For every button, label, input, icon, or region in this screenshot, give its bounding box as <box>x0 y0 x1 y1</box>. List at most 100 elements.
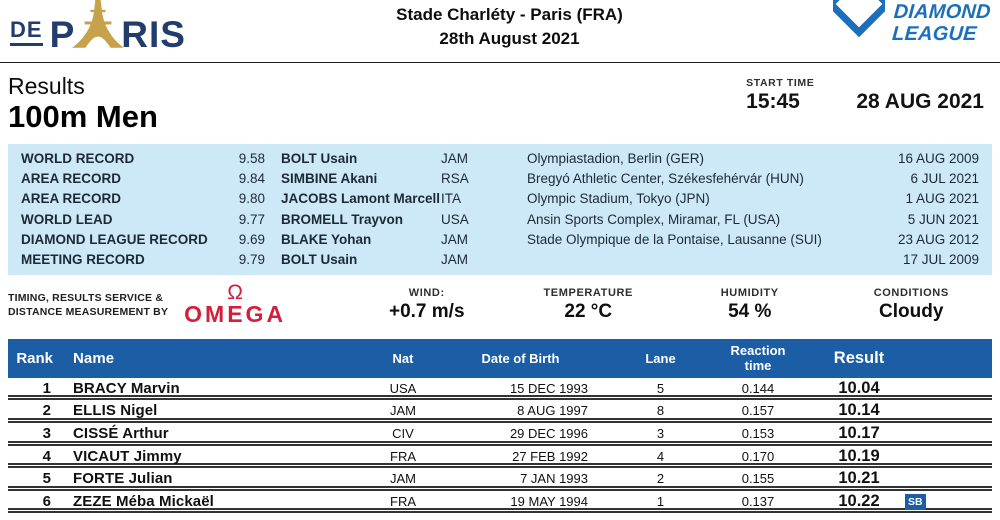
record-venue: Olympiastadion, Berlin (GER) <box>527 150 705 166</box>
athlete-date-of-birth: 19 MAY 1994 <box>510 493 588 509</box>
athlete-lane: 4 <box>656 448 665 464</box>
record-type: DIAMOND LEAGUE RECORD <box>21 231 208 247</box>
record-row: MEETING RECORD 9.79 BOLT Usain JAM 17 JU… <box>8 249 992 269</box>
condition-value: +0.7 m/s <box>388 300 465 322</box>
column-header-rank: Rank <box>16 349 53 367</box>
record-nation: USA <box>441 211 469 227</box>
athlete-reaction-time: 0.153 <box>741 425 775 441</box>
athlete-lane: 8 <box>656 403 665 419</box>
athlete-nation: FRA <box>390 493 416 509</box>
weather-conditions: WIND: +0.7 m/s TEMPERATURE 22 °C HUMIDIT… <box>346 282 992 334</box>
records-table: WORLD RECORD 9.58 BOLT Usain JAM Olympia… <box>8 144 992 275</box>
result-note-cell: SB <box>905 492 992 511</box>
conditions-bar: TIMING, RESULTS SERVICE & DISTANCE MEASU… <box>8 282 992 334</box>
record-mark: 9.79 <box>238 252 265 268</box>
diamond-league-wordmark: DIAMOND LEAGUE <box>891 0 990 45</box>
condition-value: Cloudy <box>879 300 944 322</box>
athlete-rank: 5 <box>42 470 51 488</box>
condition-label: CONDITIONS <box>873 286 949 299</box>
record-type: WORLD RECORD <box>21 150 135 166</box>
logo-de-text: DE <box>10 19 43 46</box>
start-time-block: START TIME 15:45 28 AUG 2021 <box>746 73 990 114</box>
athlete-lane: 5 <box>656 380 665 396</box>
athlete-reaction-time: 0.137 <box>741 493 775 509</box>
record-mark: 9.84 <box>238 170 265 186</box>
record-venue: Ansin Sports Complex, Miramar, FL (USA) <box>527 211 781 227</box>
record-athlete: BOLT Usain <box>281 150 358 166</box>
condition-label: WIND: <box>408 286 445 299</box>
athlete-name: CISSÉ Arthur <box>73 424 169 442</box>
athlete-name: VICAUT Jimmy <box>73 447 182 465</box>
omega-logo: Ω OMEGA <box>184 282 286 334</box>
record-type: WORLD LEAD <box>21 211 113 227</box>
athlete-name: ELLIS Nigel <box>73 402 158 420</box>
athlete-reaction-time: 0.157 <box>741 403 775 419</box>
record-date: 17 JUL 2009 <box>902 252 979 268</box>
event-title-block: Results 100m Men <box>8 73 158 135</box>
athlete-result: 10.14 <box>838 401 880 420</box>
condition-item: TEMPERATURE 22 °C <box>508 282 670 334</box>
record-row: WORLD LEAD 9.77 BROMELL Trayvon USA Ansi… <box>8 209 992 229</box>
timing-credit-line2: DISTANCE MEASUREMENT BY <box>8 305 169 318</box>
document-header: DE P RIS Stade Charléty - Paris (FRA) 28… <box>0 0 1000 63</box>
record-venue: Stade Olympique de la Pontaise, Lausanne… <box>527 231 822 247</box>
record-nation: JAM <box>441 150 468 166</box>
record-type: AREA RECORD <box>21 191 122 207</box>
column-header-result: Result <box>833 348 885 367</box>
diamond-league-logo: DIAMOND LEAGUE <box>833 0 990 60</box>
athlete-rank: 6 <box>42 492 51 510</box>
start-time-label: START TIME <box>746 77 815 89</box>
result-row: 1 BRACY Marvin USA 15 DEC 1993 5 0.144 1… <box>8 377 992 401</box>
record-row: AREA RECORD 9.80 JACOBS Lamont Marcell I… <box>8 189 992 209</box>
athlete-rank: 1 <box>42 379 51 397</box>
athlete-date-of-birth: 7 JAN 1993 <box>520 471 588 487</box>
record-athlete: BOLT Usain <box>281 252 358 268</box>
timing-credit-block: TIMING, RESULTS SERVICE & DISTANCE MEASU… <box>8 282 346 334</box>
athlete-nation: CIV <box>392 425 414 441</box>
athlete-name: FORTE Julian <box>73 470 173 488</box>
column-header-reaction-time: Reaction time <box>730 343 786 374</box>
result-row: 4 VICAUT Jimmy FRA 27 FEB 1992 4 0.170 1… <box>8 445 992 469</box>
record-date: 1 AUG 2021 <box>905 191 979 207</box>
athlete-reaction-time: 0.155 <box>741 471 775 487</box>
record-mark: 9.80 <box>238 191 265 207</box>
athlete-nation: USA <box>389 380 417 396</box>
athlete-rank: 3 <box>42 424 51 442</box>
results-table: Rank Name Nat Date of Birth Lane Reactio… <box>8 338 992 514</box>
record-venue: Olympic Stadium, Tokyo (JPN) <box>527 191 710 207</box>
athlete-result: 10.22 <box>838 491 880 510</box>
timing-credit-text: TIMING, RESULTS SERVICE & DISTANCE MEASU… <box>8 282 168 334</box>
event-title: 100m Men <box>8 99 158 134</box>
condition-item: WIND: +0.7 m/s <box>346 282 508 334</box>
athlete-nation: JAM <box>390 403 416 419</box>
record-row: AREA RECORD 9.84 SIMBINE Akani RSA Bregy… <box>8 168 992 188</box>
start-time-column: START TIME 15:45 <box>746 77 814 114</box>
result-row: 3 CISSÉ Arthur CIV 29 DEC 1996 3 0.153 1… <box>8 422 992 446</box>
column-header-lane: Lane <box>645 350 676 366</box>
season-best-badge: SB <box>905 494 926 511</box>
result-row: 5 FORTE Julian JAM 7 JAN 1993 2 0.155 10… <box>8 468 992 491</box>
eiffel-tower-icon <box>72 0 125 48</box>
athlete-date-of-birth: 15 DEC 1993 <box>509 380 588 396</box>
condition-label: TEMPERATURE <box>543 286 633 299</box>
athlete-rank: 2 <box>42 402 51 420</box>
record-mark: 9.58 <box>238 150 265 166</box>
athlete-result: 10.21 <box>838 469 880 488</box>
record-athlete: SIMBINE Akani <box>281 170 378 186</box>
record-row: WORLD RECORD 9.58 BOLT Usain JAM Olympia… <box>8 148 992 168</box>
athlete-result: 10.17 <box>838 423 880 442</box>
column-header-dob: Date of Birth <box>481 350 560 366</box>
record-venue: Bregyó Athletic Center, Székesfehérvár (… <box>527 170 804 186</box>
record-nation: ITA <box>441 191 461 207</box>
record-nation: JAM <box>441 231 468 247</box>
logo-ris-text: RIS <box>121 13 186 55</box>
record-nation: JAM <box>441 252 468 268</box>
column-header-name: Name <box>73 349 115 367</box>
title-section: Results 100m Men START TIME 15:45 28 AUG… <box>0 63 1000 135</box>
omega-symbol-icon: Ω <box>227 280 243 304</box>
result-row: 6 ZEZE Méba Mickaël FRA 19 MAY 1994 1 0.… <box>8 490 992 514</box>
results-table-body: 1 BRACY Marvin USA 15 DEC 1993 5 0.144 1… <box>8 377 992 514</box>
record-athlete: JACOBS Lamont Marcell <box>281 191 441 207</box>
league-word: LEAGUE <box>891 23 978 45</box>
record-athlete: BLAKE Yohan <box>281 231 372 247</box>
